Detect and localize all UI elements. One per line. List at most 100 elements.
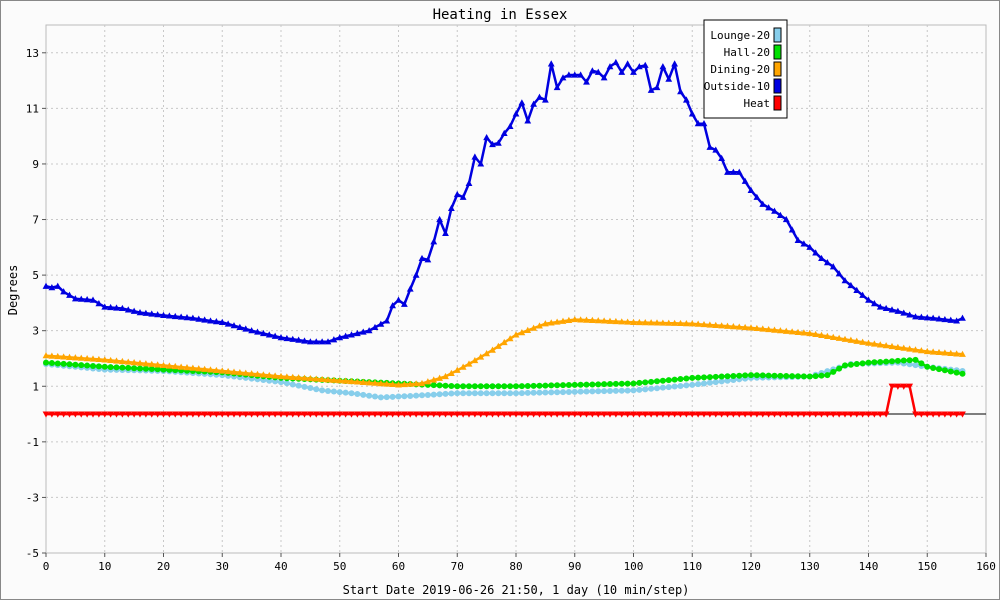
data-point-heat [823, 411, 831, 418]
data-point-hall-20 [43, 359, 49, 366]
data-point-hall-20 [119, 364, 126, 371]
y-tick-label: 9 [32, 158, 39, 171]
data-point-hall-20 [759, 372, 766, 379]
data-point-heat [242, 411, 250, 418]
data-point-outside-10 [254, 328, 261, 335]
data-point-hall-20 [959, 370, 966, 377]
data-point-dining-20 [541, 320, 549, 327]
data-point-dining-20 [841, 335, 849, 342]
y-tick-label: -3 [26, 491, 39, 504]
data-point-outside-10 [183, 314, 191, 321]
data-point-heat [747, 411, 755, 418]
data-point-dining-20 [530, 324, 538, 331]
data-point-dining-20 [212, 366, 220, 374]
data-point-dining-20 [653, 319, 661, 326]
data-point-outside-10 [436, 215, 444, 223]
data-point-hall-20 [718, 373, 725, 380]
data-point-lounge-20 [460, 390, 467, 397]
data-point-lounge-20 [454, 390, 461, 397]
data-point-dining-20 [453, 366, 461, 373]
data-point-hall-20 [131, 365, 138, 372]
data-point-heat [724, 411, 731, 418]
data-point-lounge-20 [377, 394, 384, 401]
data-point-lounge-20 [507, 390, 514, 397]
data-point-hall-20 [448, 382, 455, 389]
data-point-outside-10 [583, 78, 590, 85]
data-point-heat [124, 411, 132, 418]
data-point-heat [324, 411, 332, 418]
data-point-lounge-20 [524, 389, 531, 396]
data-point-outside-10 [154, 311, 162, 318]
data-point-lounge-20 [448, 390, 455, 397]
data-point-outside-10 [812, 249, 820, 256]
data-point-hall-20 [659, 377, 666, 384]
data-point-dining-20 [547, 319, 555, 326]
data-point-dining-20 [870, 340, 878, 347]
data-point-outside-10 [612, 58, 620, 66]
data-point-dining-20 [242, 369, 250, 376]
data-point-dining-20 [165, 362, 173, 369]
data-point-heat [89, 411, 97, 418]
data-point-heat [295, 411, 303, 418]
data-point-heat [806, 411, 814, 418]
data-point-hall-20 [806, 373, 813, 380]
data-point-hall-20 [154, 366, 161, 373]
data-point-lounge-20 [401, 393, 408, 400]
data-point-hall-20 [142, 365, 149, 372]
data-point-dining-20 [395, 381, 402, 388]
data-point-dining-20 [812, 330, 820, 338]
data-point-heat [594, 411, 602, 418]
data-point-heat [923, 411, 931, 418]
data-point-hall-20 [936, 366, 942, 373]
data-point-heat [406, 411, 414, 418]
data-point-hall-20 [160, 366, 167, 373]
data-point-hall-20 [912, 356, 919, 363]
data-point-lounge-20 [501, 390, 508, 397]
data-point-outside-10 [118, 304, 126, 312]
data-point-hall-20 [642, 379, 649, 386]
data-point-dining-20 [565, 316, 573, 324]
data-point-heat [512, 411, 520, 418]
data-point-dining-20 [442, 372, 449, 380]
data-point-outside-10 [506, 122, 514, 130]
data-point-dining-20 [318, 375, 326, 383]
data-point-outside-10 [283, 334, 291, 342]
data-point-lounge-20 [389, 393, 396, 400]
data-point-heat [224, 411, 232, 418]
data-point-dining-20 [947, 349, 955, 356]
data-point-lounge-20 [654, 385, 660, 392]
data-point-lounge-20 [706, 379, 713, 386]
data-point-outside-10 [165, 312, 173, 319]
data-point-dining-20 [823, 332, 831, 339]
data-point-outside-10 [865, 296, 872, 303]
data-point-lounge-20 [683, 382, 690, 389]
data-point-hall-20 [460, 383, 467, 390]
data-point-outside-10 [753, 193, 761, 200]
data-point-dining-20 [365, 379, 373, 386]
data-point-lounge-20 [595, 388, 602, 395]
data-point-heat [577, 411, 585, 418]
data-point-dining-20 [788, 328, 796, 335]
data-point-hall-20 [683, 375, 690, 382]
data-point-dining-20 [700, 320, 708, 328]
data-point-lounge-20 [383, 394, 390, 401]
data-point-heat [553, 411, 561, 418]
data-point-lounge-20 [495, 390, 502, 397]
legend-swatch-hall-20 [773, 44, 782, 60]
data-point-hall-20 [924, 363, 931, 370]
data-point-dining-20 [412, 380, 420, 387]
data-point-hall-20 [871, 359, 878, 366]
data-point-hall-20 [489, 383, 496, 390]
data-point-heat [718, 411, 726, 418]
data-point-heat [659, 411, 667, 418]
data-point-lounge-20 [607, 387, 613, 394]
data-point-dining-20 [912, 346, 919, 353]
data-point-outside-10 [659, 63, 667, 70]
data-point-heat [212, 411, 220, 418]
data-point-dining-20 [271, 372, 279, 379]
data-point-lounge-20 [354, 391, 361, 398]
data-point-outside-10 [312, 338, 320, 345]
data-point-outside-10 [671, 60, 679, 67]
data-point-lounge-20 [577, 388, 584, 395]
data-point-heat [195, 411, 203, 418]
